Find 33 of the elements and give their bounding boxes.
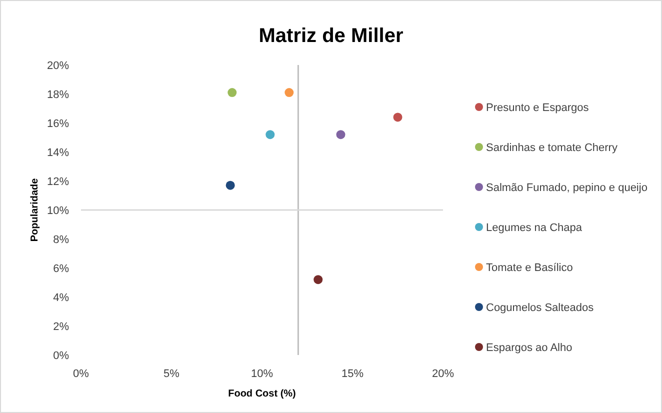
y-tick-label: 20% [46,60,70,72]
legend-label: Salmão Fumado, pepino e queijo [486,182,648,194]
x-tick-label: 10% [250,368,274,380]
x-tick-label: 0% [73,368,90,380]
point [228,88,237,98]
point [336,130,346,140]
legend-label: Presunto e Espargos [486,102,590,114]
y-tick-label: 4% [53,292,70,304]
y-tick-label: 10% [46,204,70,217]
y-tick-label: 2% [53,320,70,333]
legend-label: Tomate e Basílico [486,262,573,274]
y-axis-title: Popularidade [30,178,40,242]
chart-title: Matriz de Miller [258,25,404,47]
legend-label: Espargos ao Alho [486,342,572,354]
point [226,180,235,190]
x-tick-label: 15% [341,368,364,380]
point [284,88,294,98]
legend-label: Legumes na Chapa [486,222,583,234]
y-tick-label: 12% [46,176,70,188]
y-tick-label: 16% [46,118,70,130]
legend-label: Sardinhas e tomate Cherry [486,142,618,154]
x-tick-label: 20% [432,368,454,380]
y-tick-label: 14% [46,146,70,159]
y-tick-label: 8% [53,234,70,246]
y-tick-label: 18% [46,88,70,101]
y-tick-label: 6% [53,262,70,275]
y-tick-label: 0% [53,350,70,362]
legend-label: Cogumelos Salteados [486,302,594,314]
point [314,275,323,284]
x-tick-label: 5% [164,368,180,380]
point [393,112,402,122]
point [266,130,275,140]
x-axis-title: Food Cost (%) [228,388,296,400]
